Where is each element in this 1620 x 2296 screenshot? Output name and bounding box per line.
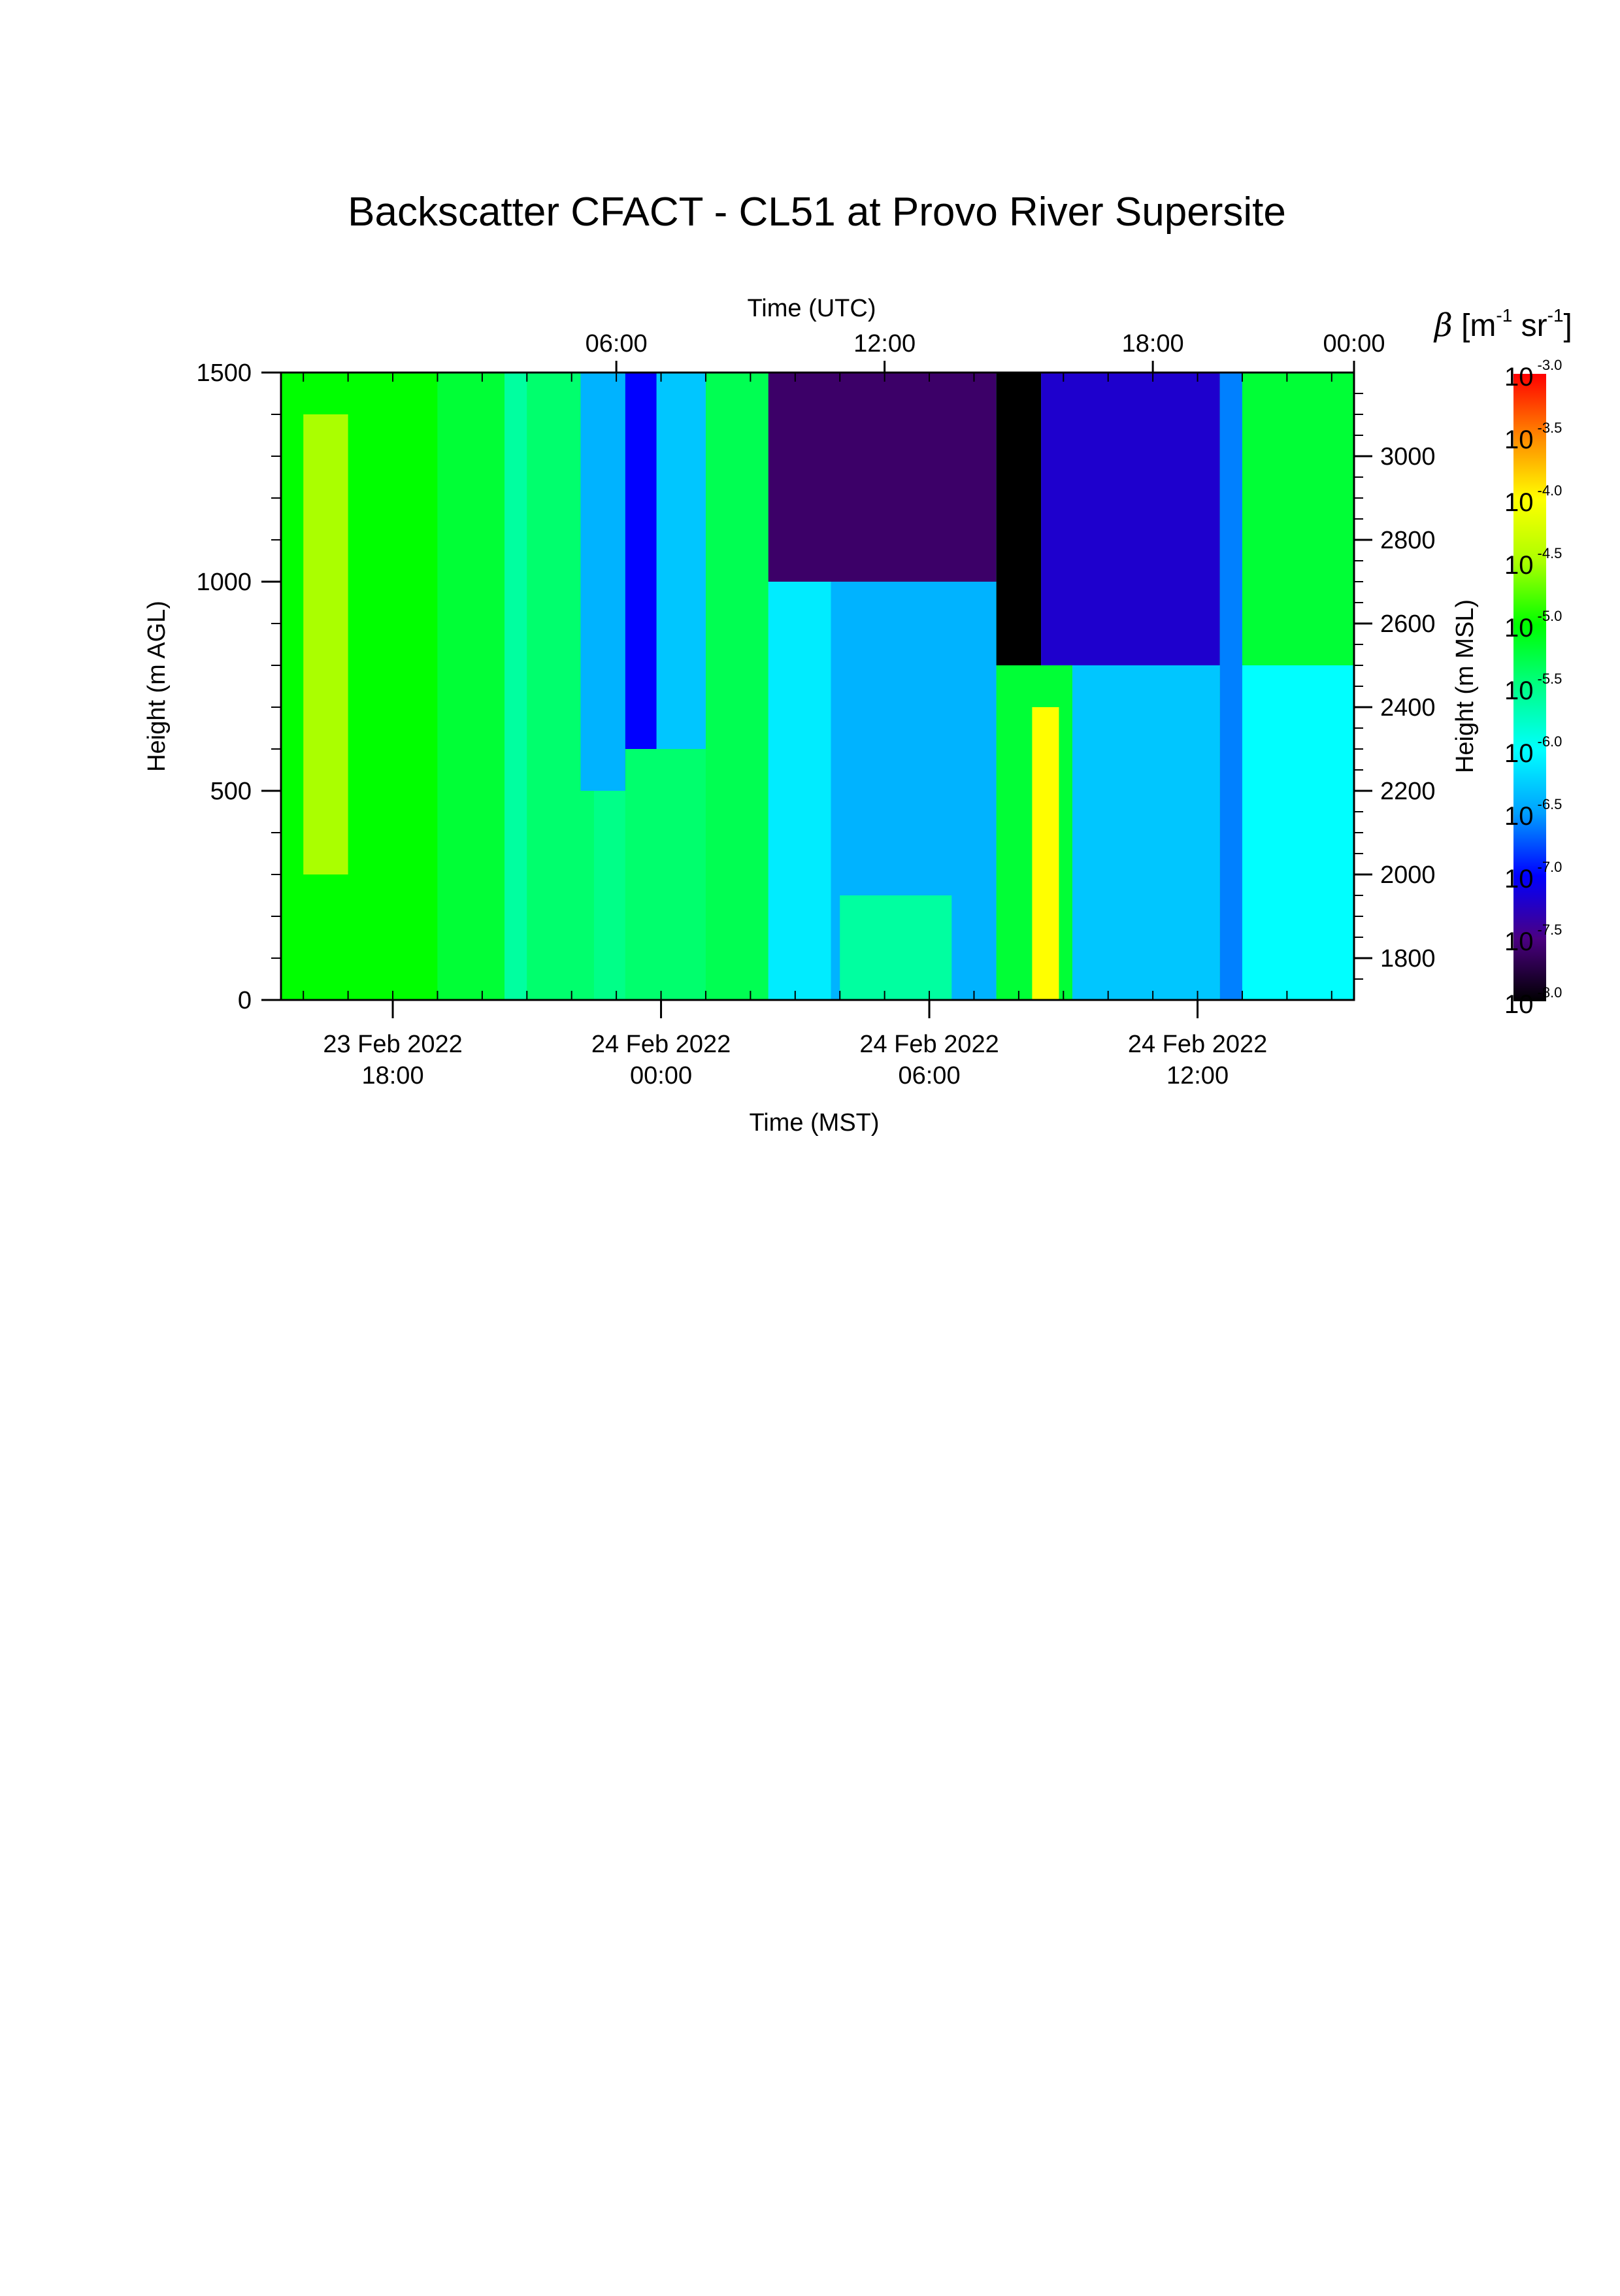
x-bottom-tick-date: 23 Feb 2022 xyxy=(323,1031,462,1058)
y-right-tick-label: 2800 xyxy=(1380,527,1436,554)
y-left-tick-label: 1500 xyxy=(196,359,252,387)
x-top-tick-label: 00:00 xyxy=(1323,330,1385,358)
colorbar-tick-base: 10 xyxy=(1504,739,1534,768)
heatmap-layer xyxy=(281,373,1354,1000)
x-top-tick-label: 12:00 xyxy=(853,330,916,358)
heatmap-cell-19 xyxy=(1219,373,1242,1000)
colorbar-tick-base: 10 xyxy=(1504,802,1534,831)
heatmap-cell-6 xyxy=(625,373,657,791)
heatmap-cell-10 xyxy=(768,373,997,582)
colorbar-tick-label: 10 -5.5 xyxy=(1504,671,1562,705)
y-right-tick-label: 2200 xyxy=(1380,778,1436,805)
y-right-tick-label: 2000 xyxy=(1380,861,1436,889)
colorbar-tick-base: 10 xyxy=(1504,363,1534,391)
heatmap-cell-11 xyxy=(768,582,831,1000)
colorbar-tick-exponent: -3.0 xyxy=(1538,357,1562,373)
colorbar-tick-exponent: -4.0 xyxy=(1538,482,1562,499)
colorbar-tick-exponent: -7.0 xyxy=(1538,859,1562,875)
colorbar-tick-base: 10 xyxy=(1504,614,1534,642)
colorbar-tick-exponent: -6.0 xyxy=(1538,733,1562,750)
heatmap-cell-14 xyxy=(996,373,1042,665)
heatmap-cell-20 xyxy=(1242,373,1354,665)
colorbar-tick-base: 10 xyxy=(1504,425,1534,454)
colorbar-tick-label: 10 -7.0 xyxy=(1504,859,1562,893)
colorbar-tick-exponent: -4.5 xyxy=(1538,545,1562,561)
heatmap-cell-16 xyxy=(1032,707,1059,1000)
colorbar-tick-label: 10 -4.5 xyxy=(1504,545,1562,580)
colorbar-tick-exponent: -3.5 xyxy=(1538,420,1562,436)
y-left-tick-label: 500 xyxy=(210,778,252,805)
colorbar-label: β [m-1 sr-1] xyxy=(1433,305,1572,344)
colorbar-tick-exponent: -5.0 xyxy=(1538,608,1562,624)
colorbar-tick-base: 10 xyxy=(1504,927,1534,956)
colorbar-unit-exp1: -1 xyxy=(1496,305,1512,325)
x-top-tick-label: 18:00 xyxy=(1122,330,1184,358)
x-top-tick-label: 06:00 xyxy=(586,330,648,358)
x-axis-top-label: Time (UTC) xyxy=(748,295,876,322)
x-bottom-tick-time: 00:00 xyxy=(630,1062,692,1090)
colorbar-tick-base: 10 xyxy=(1504,488,1534,517)
heatmap-cell-2 xyxy=(437,373,505,1000)
chart-title: Backscatter CFACT - CL51 at Provo River … xyxy=(348,190,1286,235)
heatmap-cell-1 xyxy=(303,414,348,874)
colorbar-unit-open: [m xyxy=(1453,308,1496,343)
y-right-tick-label: 3000 xyxy=(1380,443,1436,471)
y-left-tick-label: 1000 xyxy=(196,569,252,596)
y-right-tick-label: 1800 xyxy=(1380,945,1436,973)
axes-layer: 0 500 1000 1500 1800 2000 2200 2400 2600 2800 3000… xyxy=(196,330,1435,1090)
colorbar-tick-base: 10 xyxy=(1504,865,1534,893)
heatmap-cell-7 xyxy=(656,373,706,749)
x-bottom-tick-time: 12:00 xyxy=(1166,1062,1229,1090)
y-axis-right-label: Height (m MSL) xyxy=(1451,599,1479,773)
colorbar-tick-label: 10 -6.0 xyxy=(1504,733,1562,768)
colorbar-tick-base: 10 xyxy=(1504,551,1534,580)
colorbar-unit-exp2: -1 xyxy=(1547,305,1564,325)
x-bottom-tick-date: 24 Feb 2022 xyxy=(859,1031,999,1058)
x-bottom-tick-time: 18:00 xyxy=(361,1062,423,1090)
heatmap-cell-5 xyxy=(580,373,625,791)
beta-symbol: β xyxy=(1433,307,1453,344)
x-axis-bottom-label: Time (MST) xyxy=(749,1109,879,1137)
y-right-tick-label: 2600 xyxy=(1380,610,1436,638)
colorbar-tick-label: 10 -7.5 xyxy=(1504,922,1562,956)
y-left-tick-label: 0 xyxy=(238,987,252,1014)
colorbar-unit-mid: sr xyxy=(1512,308,1547,343)
heatmap-cell-13 xyxy=(840,895,952,1000)
x-bottom-tick-date: 24 Feb 2022 xyxy=(591,1031,731,1058)
colorbar-ticks: 10 -3.010 -3.510 -4.010 -4.510 -5.010 -5.510 -6… xyxy=(1504,357,1562,1019)
heatmap-cell-9 xyxy=(705,373,769,1000)
colorbar-tick-label: 10 -3.0 xyxy=(1504,357,1562,391)
colorbar-tick-label: 10 -3.5 xyxy=(1504,420,1562,454)
svg-text:β [m-1 sr-1]: β [m-1 sr-1] xyxy=(1433,305,1572,344)
colorbar-tick-label: 10 -8.0 xyxy=(1504,984,1562,1019)
colorbar-tick-exponent: -8.0 xyxy=(1538,984,1562,1001)
colorbar-tick-exponent: -7.5 xyxy=(1538,922,1562,938)
colorbar-tick-label: 10 -4.0 xyxy=(1504,482,1562,517)
colorbar xyxy=(1513,374,1546,1001)
colorbar-tick-label: 10 -5.0 xyxy=(1504,608,1562,642)
y-axis-left-label: Height (m AGL) xyxy=(143,601,171,772)
colorbar-tick-base: 10 xyxy=(1504,990,1534,1019)
colorbar-tick-exponent: -5.5 xyxy=(1538,671,1562,687)
y-right-tick-label: 2400 xyxy=(1380,694,1436,722)
heatmap-cell-17 xyxy=(1041,373,1220,665)
heatmap-cell-8 xyxy=(625,749,706,1000)
x-bottom-tick-date: 24 Feb 2022 xyxy=(1128,1031,1267,1058)
colorbar-tick-base: 10 xyxy=(1504,676,1534,705)
colorbar-unit-close: ] xyxy=(1564,308,1572,343)
colorbar-tick-exponent: -6.5 xyxy=(1538,796,1562,812)
heatmap-cell-3 xyxy=(504,373,527,1000)
heatmap-cell-18 xyxy=(1072,665,1220,1000)
heatmap-cell-21 xyxy=(1242,665,1354,1000)
colorbar-tick-label: 10 -6.5 xyxy=(1504,796,1562,831)
x-bottom-tick-time: 06:00 xyxy=(898,1062,960,1090)
